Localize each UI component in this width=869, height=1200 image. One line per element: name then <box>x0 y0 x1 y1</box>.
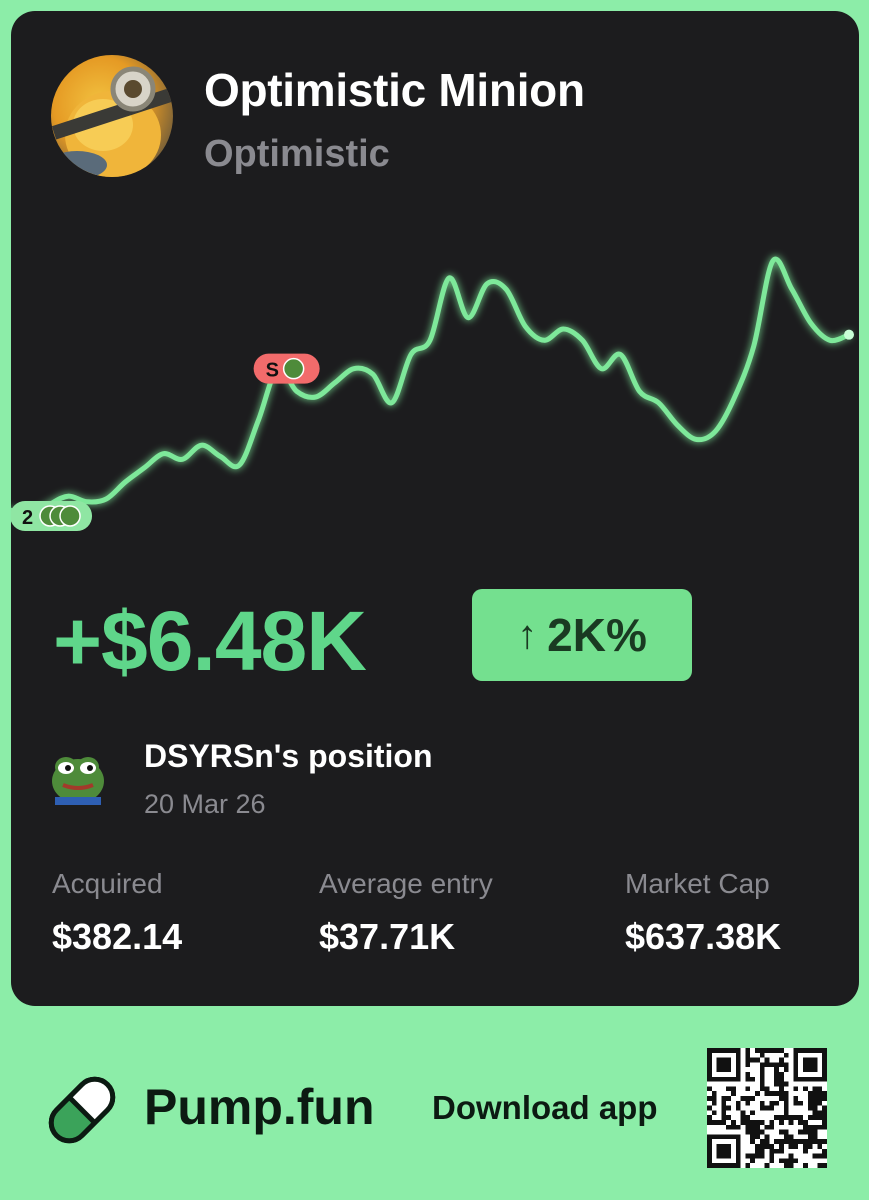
download-app-label[interactable]: Download app <box>432 1089 658 1126</box>
arrow-up-icon: ↑ <box>517 612 538 657</box>
buy-marker-label: 2 <box>22 507 33 529</box>
frog-icon <box>282 357 305 380</box>
pill-icon <box>48 1076 116 1144</box>
average-entry-value: $37.71K <box>319 916 456 957</box>
qr-code[interactable] <box>707 1048 827 1168</box>
pnl-value: +$6.48K <box>53 594 367 688</box>
market-cap-value: $637.38K <box>625 916 782 957</box>
chart-end-point <box>844 329 854 340</box>
sell-marker-label: S <box>266 360 279 382</box>
buy-marker: 2 <box>11 501 93 531</box>
trader-avatar <box>52 757 104 805</box>
position-date: 20 Mar 26 <box>144 789 266 819</box>
market-cap-label: Market Cap <box>625 868 770 899</box>
pnl-percent-badge: ↑ 2K% <box>472 589 692 681</box>
sell-marker: S <box>253 353 320 384</box>
price-chart: 2S <box>11 256 854 531</box>
token-ticker: Optimistic <box>204 133 390 175</box>
price-line <box>11 256 852 519</box>
frog-icon <box>59 505 81 527</box>
average-entry-label: Average entry <box>319 868 493 899</box>
pnl-percent: 2K% <box>547 609 647 661</box>
token-name: Optimistic Minion <box>204 64 585 116</box>
position-title: DSYRSn's position <box>144 738 433 774</box>
brand-name: Pump.fun <box>144 1079 375 1135</box>
acquired-value: $382.14 <box>52 916 183 957</box>
acquired-label: Acquired <box>52 868 163 899</box>
